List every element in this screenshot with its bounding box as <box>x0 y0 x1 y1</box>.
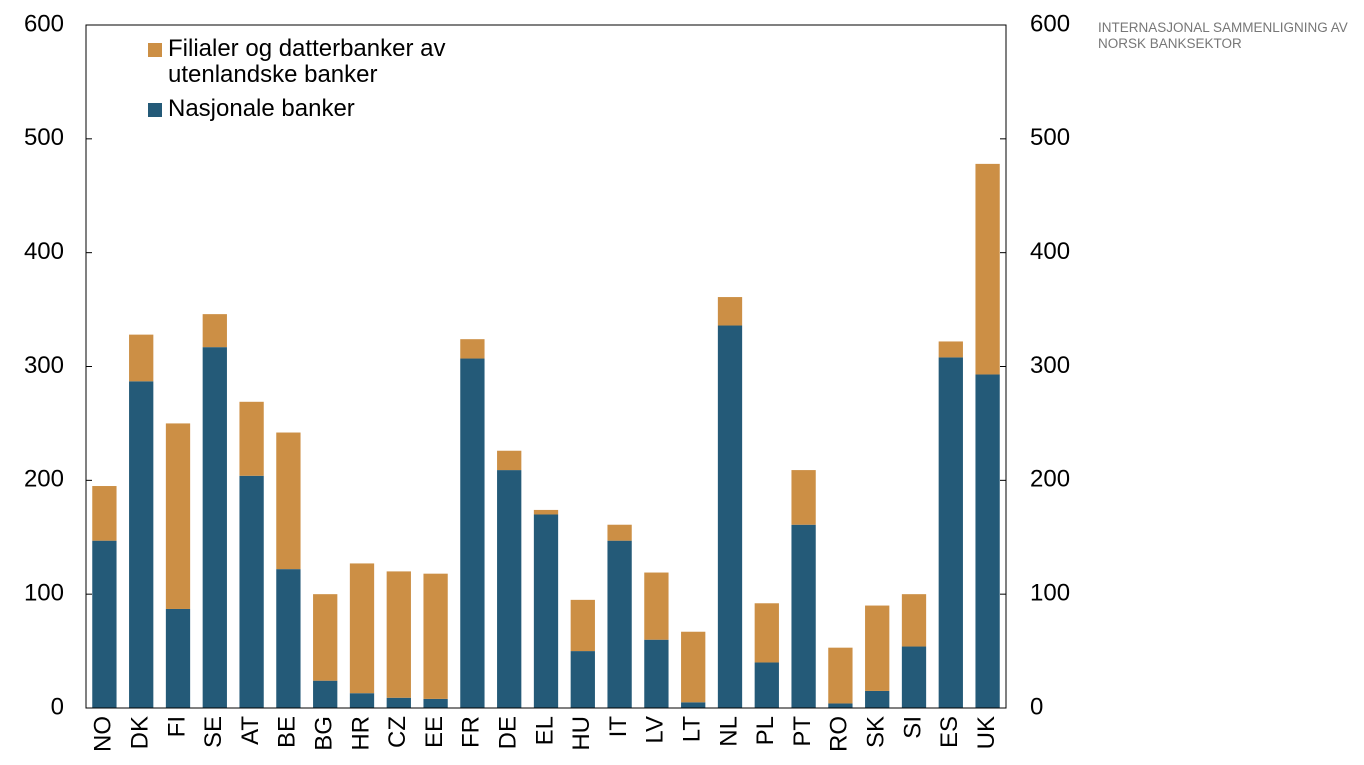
bar-segment <box>791 470 816 525</box>
bar-segment <box>202 314 227 348</box>
bar-segment <box>865 605 890 691</box>
bar-segment <box>828 703 853 708</box>
x-tick-label: BG <box>311 716 338 751</box>
bar-segment <box>497 470 522 708</box>
x-tick-label: LT <box>679 716 706 743</box>
bar-segment <box>276 432 301 570</box>
legend-swatch <box>148 43 162 57</box>
bar-segment <box>349 563 375 694</box>
y2-tick-label: 400 <box>1030 238 1070 265</box>
y-tick-label: 300 <box>24 352 64 379</box>
legend-label: Filialer og datterbanker av utenlandske … <box>168 35 446 88</box>
y-tick-label: 600 <box>24 10 64 37</box>
x-tick-label: LV <box>642 716 669 744</box>
y-tick-label: 400 <box>24 238 64 265</box>
y2-tick-label: 200 <box>1030 466 1070 493</box>
legend-label: Nasjonale banker <box>168 95 355 122</box>
bar-segment <box>570 651 595 708</box>
x-tick-label: HU <box>568 716 595 751</box>
bar-segment <box>681 702 706 708</box>
bar-segment <box>754 603 779 663</box>
x-tick-label: PL <box>752 716 779 745</box>
x-tick-label: NL <box>715 716 742 747</box>
bar-segment <box>938 357 963 708</box>
side-note: INTERNASJONAL SAMMENLIGNING AV NORSK BAN… <box>1098 20 1348 51</box>
x-tick-label: AT <box>237 716 264 745</box>
y2-tick-label: 100 <box>1030 580 1070 607</box>
x-tick-label: SI <box>899 716 926 739</box>
bar-segment <box>901 646 927 708</box>
bar-segment <box>386 571 411 698</box>
x-tick-label: BE <box>274 716 301 748</box>
x-tick-label: UK <box>973 716 1000 749</box>
bar-segment <box>129 334 154 382</box>
bar-segment <box>754 662 779 708</box>
y2-tick-label: 500 <box>1030 124 1070 151</box>
x-tick-label: NO <box>90 716 117 752</box>
bar-segment <box>92 540 117 708</box>
bar-segment <box>533 509 559 515</box>
bar-segment <box>975 374 1000 708</box>
bar-segment <box>607 524 632 541</box>
y2-tick-label: 300 <box>1030 352 1070 379</box>
bar-segment <box>644 639 669 708</box>
plot-frame <box>85 24 1007 709</box>
x-tick-label: FR <box>458 716 485 748</box>
bar-segment <box>717 297 743 326</box>
bar-segment <box>865 690 890 708</box>
bar-segment <box>239 401 264 476</box>
bar-segment <box>92 486 117 541</box>
bar-segment <box>901 594 927 647</box>
x-tick-label: DE <box>495 716 522 749</box>
bar-segment <box>497 450 522 471</box>
bar-segment <box>165 423 191 609</box>
bar-segment <box>644 572 669 640</box>
x-tick-label: HR <box>347 716 374 751</box>
x-tick-label: CZ <box>384 716 411 748</box>
y-tick-label: 500 <box>24 124 64 151</box>
x-tick-label: FI <box>163 716 190 737</box>
legend-swatch <box>148 103 162 117</box>
bar-segment <box>313 594 338 681</box>
bar-segment <box>791 524 816 708</box>
bar-segment <box>607 540 632 708</box>
x-tick-label: DK <box>127 716 154 749</box>
bar-segment <box>349 693 375 708</box>
x-tick-label: SE <box>200 716 227 748</box>
y-tick-label: 0 <box>51 693 64 720</box>
bar-segment <box>533 514 559 708</box>
bar-segment <box>570 599 595 652</box>
y2-tick-label: 600 <box>1030 10 1070 37</box>
bar-segment <box>717 325 743 708</box>
bar-segment <box>165 608 191 708</box>
bar-segment <box>313 680 338 708</box>
bar-segment <box>239 475 264 708</box>
bar-segment <box>681 631 706 703</box>
bar-segment <box>938 341 963 358</box>
y2-tick-label: 0 <box>1030 693 1043 720</box>
y-tick-label: 200 <box>24 466 64 493</box>
bar-segment <box>276 569 301 708</box>
bar-segment <box>460 339 485 359</box>
bar-segment <box>423 698 448 708</box>
bar-segment <box>386 697 411 708</box>
bar-segment <box>460 358 485 708</box>
x-tick-label: SK <box>863 716 890 748</box>
x-tick-label: EE <box>421 716 448 748</box>
bar-segment <box>975 163 1000 375</box>
x-tick-label: RO <box>826 716 853 752</box>
bar-segment <box>423 573 448 699</box>
bar-segment <box>129 381 154 708</box>
bar-segment <box>202 347 227 708</box>
x-tick-label: PT <box>789 716 816 747</box>
y-tick-label: 100 <box>24 580 64 607</box>
x-tick-label: EL <box>531 716 558 745</box>
x-tick-label: ES <box>936 716 963 748</box>
x-tick-label: IT <box>605 716 632 738</box>
bar-segment <box>828 647 853 704</box>
